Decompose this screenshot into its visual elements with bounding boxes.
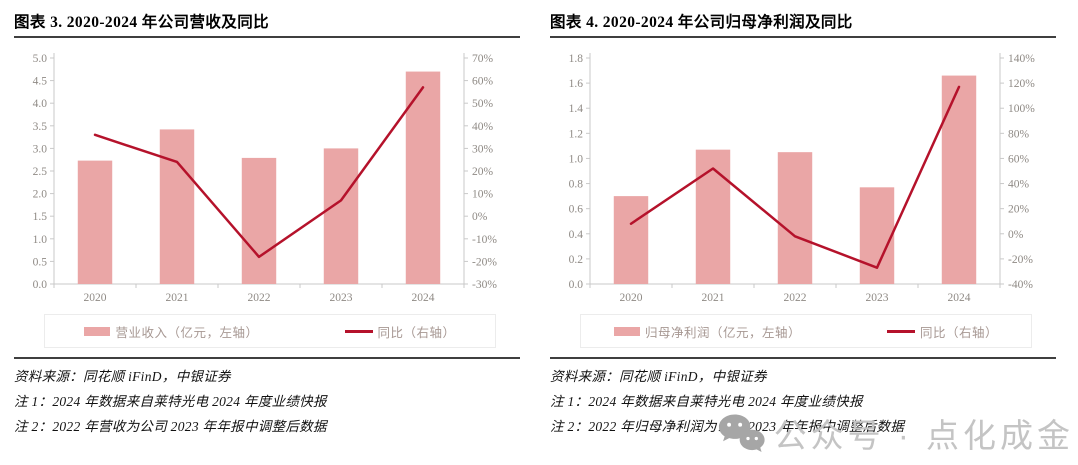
svg-text:1.6: 1.6 [569, 78, 584, 90]
legend-item-line: 同比（右轴） [344, 322, 456, 341]
note-1: 注 1：2024 年数据来自莱特光电 2024 年度业绩快报 [14, 394, 327, 409]
svg-text:4.5: 4.5 [33, 76, 48, 88]
bar-series-label: 归母净利润（亿元，左轴） [644, 325, 801, 340]
bar-series-swatch-icon [613, 326, 640, 336]
source-note: 资料来源：同花顺 iFinD，中银证券 [14, 369, 231, 384]
svg-text:0.6: 0.6 [569, 204, 584, 216]
line-series-swatch-icon [344, 329, 373, 333]
svg-text:1.2: 1.2 [569, 128, 584, 140]
svg-text:5.0: 5.0 [33, 53, 48, 65]
chart-title: 图表 4. 2020-2024 年公司归母净利润及同比 [550, 14, 853, 31]
svg-text:1.4: 1.4 [569, 103, 584, 115]
svg-text:120%: 120% [1008, 78, 1035, 90]
legend-item-bar: 归母净利润（亿元，左轴） [613, 322, 801, 341]
legend-item-line: 同比（右轴） [887, 322, 998, 341]
svg-text:30%: 30% [472, 143, 494, 155]
footnote-divider [550, 357, 1056, 359]
line-series-swatch-icon [887, 329, 915, 333]
svg-text:100%: 100% [1008, 103, 1035, 115]
two-column-layout: 图表 3. 2020-2024 年公司营收及同比 0.0 0.5 1.0 1.5 2.0… [14, 10, 1058, 440]
svg-text:2022: 2022 [784, 292, 807, 304]
svg-text:2020: 2020 [620, 292, 643, 304]
revenue-combo-chart: 0.0 0.5 1.0 1.5 2.0 2.5 3.0 3.5 4.0 4.5 5.0 -30% -20… [33, 53, 497, 304]
line-series-label: 同比（右轴） [377, 325, 456, 340]
svg-text:-40%: -40% [1008, 279, 1033, 291]
svg-text:1.5: 1.5 [33, 211, 48, 223]
note-1: 注 1：2024 年数据来自莱特光电 2024 年度业绩快报 [550, 394, 863, 409]
footnote-divider [14, 357, 520, 359]
svg-text:0.0: 0.0 [33, 279, 48, 291]
svg-text:60%: 60% [472, 76, 494, 88]
title-divider [14, 36, 520, 38]
svg-text:4.0: 4.0 [33, 98, 48, 110]
svg-text:2021: 2021 [702, 292, 725, 304]
svg-text:40%: 40% [1008, 179, 1030, 191]
net-profit-combo-chart: 0.0 0.2 0.4 0.6 0.8 1.0 1.2 1.4 1.6 1.8 -40% -20% 0%… [569, 53, 1035, 304]
svg-text:80%: 80% [1008, 128, 1030, 140]
svg-text:0%: 0% [1008, 229, 1024, 241]
svg-text:3.0: 3.0 [33, 143, 48, 155]
legend-item-bar: 营业收入（亿元，左轴） [84, 322, 258, 341]
revenue-chart-panel: 图表 3. 2020-2024 年公司营收及同比 0.0 0.5 1.0 1.5 2.0… [14, 10, 522, 440]
svg-text:-10%: -10% [472, 234, 497, 246]
svg-text:1.0: 1.0 [569, 153, 584, 165]
svg-text:2024: 2024 [412, 292, 435, 304]
svg-text:60%: 60% [1008, 153, 1030, 165]
svg-text:-20%: -20% [1008, 254, 1033, 266]
svg-text:0.0: 0.0 [569, 279, 584, 291]
net-profit-chart-panel: 图表 4. 2020-2024 年公司归母净利润及同比 0.0 0.2 0.4 0.6… [550, 10, 1058, 440]
svg-text:20%: 20% [472, 166, 494, 178]
svg-text:2023: 2023 [330, 292, 353, 304]
svg-text:2020: 2020 [84, 292, 107, 304]
svg-text:2023: 2023 [866, 292, 889, 304]
svg-text:2.5: 2.5 [33, 166, 48, 178]
svg-text:10%: 10% [472, 189, 494, 201]
svg-text:2021: 2021 [166, 292, 189, 304]
svg-text:20%: 20% [1008, 204, 1030, 216]
svg-text:50%: 50% [472, 98, 494, 110]
note-2: 注 2：2022 年营收为公司 2023 年年报中调整后数据 [14, 419, 327, 434]
svg-text:2022: 2022 [248, 292, 271, 304]
svg-text:0.5: 0.5 [33, 256, 48, 268]
svg-text:0.4: 0.4 [569, 229, 584, 241]
chart-legend: 归母净利润（亿元，左轴） 同比（右轴） [580, 314, 1032, 348]
svg-text:140%: 140% [1008, 53, 1035, 65]
svg-text:0%: 0% [472, 211, 488, 223]
svg-text:2024: 2024 [948, 292, 971, 304]
svg-text:-20%: -20% [472, 256, 497, 268]
bar-series-label: 营业收入（亿元，左轴） [115, 325, 259, 340]
chart-title: 图表 3. 2020-2024 年公司营收及同比 [14, 14, 270, 31]
svg-text:2.0: 2.0 [33, 189, 48, 201]
bar-series-swatch-icon [84, 326, 111, 336]
chart-legend: 营业收入（亿元，左轴） 同比（右轴） [44, 314, 496, 348]
source-note: 资料来源：同花顺 iFinD，中银证券 [550, 369, 767, 384]
svg-text:0.8: 0.8 [569, 179, 584, 191]
line-series-label: 同比（右轴） [920, 325, 999, 340]
title-divider [550, 36, 1056, 38]
svg-text:1.8: 1.8 [569, 53, 584, 65]
svg-text:0.2: 0.2 [569, 254, 584, 266]
svg-text:40%: 40% [472, 121, 494, 133]
svg-text:-30%: -30% [472, 279, 497, 291]
svg-text:3.5: 3.5 [33, 121, 48, 133]
svg-text:70%: 70% [472, 53, 494, 65]
svg-text:1.0: 1.0 [33, 234, 48, 246]
note-2: 注 2：2022 年归母净利润为公司 2023 年年报中调整后数据 [550, 419, 905, 434]
